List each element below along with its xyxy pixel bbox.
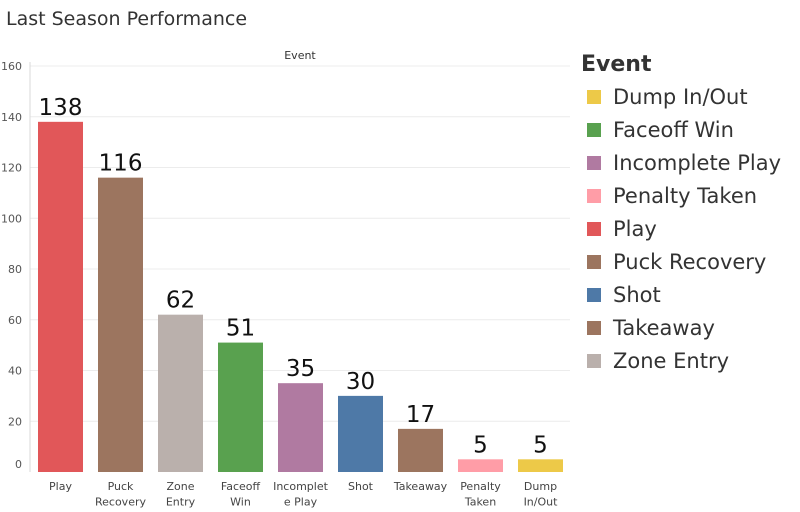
bar-value-label: 5 — [533, 432, 548, 458]
x-tick-label: Win — [230, 496, 251, 509]
x-tick-label: Faceoff — [221, 480, 261, 493]
bar[interactable] — [38, 121, 83, 472]
bar-value-label: 5 — [473, 432, 488, 458]
legend-item[interactable]: Shot — [581, 278, 796, 311]
x-tick-label: Entry — [166, 496, 196, 509]
bar[interactable] — [158, 314, 203, 472]
legend-label: Incomplete Play — [613, 150, 782, 175]
legend-swatch — [587, 287, 601, 302]
legend-swatch — [587, 221, 601, 236]
legend-item[interactable]: Penalty Taken — [581, 179, 796, 212]
x-tick-label: Zone — [166, 480, 194, 493]
legend-swatch — [587, 188, 601, 203]
x-tick-label: Takeaway — [393, 480, 448, 493]
legend-label: Zone Entry — [613, 348, 730, 373]
bar-value-label: 62 — [166, 288, 195, 314]
legend-title: Event — [581, 52, 652, 77]
y-tick-label: 140 — [1, 111, 22, 124]
bar[interactable] — [278, 383, 323, 472]
legend-label: Shot — [613, 282, 661, 307]
legend-swatch — [587, 89, 601, 104]
legend-label: Penalty Taken — [613, 183, 758, 208]
legend-label: Puck Recovery — [613, 249, 767, 274]
legend-item[interactable]: Dump In/Out — [581, 80, 796, 113]
bar-value-label: 30 — [346, 369, 375, 395]
x-tick-label: Recovery — [95, 496, 146, 509]
legend-item[interactable]: Play — [581, 212, 796, 245]
x-tick-label: Dump — [524, 480, 557, 493]
bar-value-label: 17 — [406, 402, 435, 428]
legend-item[interactable]: Takeaway — [581, 311, 796, 344]
x-tick-label: In/Out — [524, 496, 559, 509]
legend-swatch — [587, 122, 601, 137]
y-tick-label: 80 — [8, 263, 22, 276]
y-tick-label: 160 — [1, 60, 22, 73]
legend-swatch — [587, 254, 601, 269]
bar-value-label: 51 — [226, 316, 255, 342]
bar-value-label: 35 — [286, 356, 315, 382]
legend-swatch — [587, 353, 601, 368]
x-tick-label: Shot — [348, 480, 374, 493]
legend-item[interactable]: Incomplete Play — [581, 146, 796, 179]
bar-chart: 0 20 40 60 80 100 120 140 160 Event 138 Play 116 Pu… — [1, 49, 570, 509]
bar[interactable] — [218, 342, 263, 472]
legend-swatch — [587, 320, 601, 335]
column-header: Event — [284, 49, 316, 62]
y-tick-label: 60 — [8, 314, 22, 327]
bar-value-label: 116 — [99, 151, 143, 177]
y-tick-label: 0 — [15, 458, 22, 471]
legend-label: Dump In/Out — [613, 84, 748, 109]
x-tick-label: Incomplet — [273, 480, 329, 493]
x-tick-label: e Play — [284, 496, 318, 509]
y-tick-label: 20 — [8, 415, 22, 428]
legend-swatch — [587, 155, 601, 170]
legend-item[interactable]: Faceoff Win — [581, 113, 796, 146]
bar[interactable] — [458, 459, 503, 472]
bar[interactable] — [98, 177, 143, 472]
bar[interactable] — [338, 395, 383, 472]
legend-label: Faceoff Win — [613, 117, 734, 142]
y-tick-label: 40 — [8, 365, 22, 378]
x-tick-label: Penalty — [460, 480, 501, 493]
legend-label: Play — [613, 216, 657, 241]
legend-label: Takeaway — [613, 315, 715, 340]
x-tick-label: Puck — [108, 480, 134, 493]
y-tick-label: 120 — [1, 162, 22, 175]
bar-value-label: 138 — [39, 95, 83, 121]
x-tick-label: Play — [49, 480, 72, 493]
bar[interactable] — [518, 459, 563, 472]
bar[interactable] — [398, 428, 443, 472]
legend: Event Dump In/Out Faceoff Win Incomplete P… — [581, 50, 796, 377]
chart-title: Last Season Performance — [6, 8, 248, 30]
legend-item[interactable]: Puck Recovery — [581, 245, 796, 278]
legend-item[interactable]: Zone Entry — [581, 344, 796, 377]
y-tick-label: 100 — [1, 212, 22, 225]
x-tick-label: Taken — [464, 496, 496, 509]
